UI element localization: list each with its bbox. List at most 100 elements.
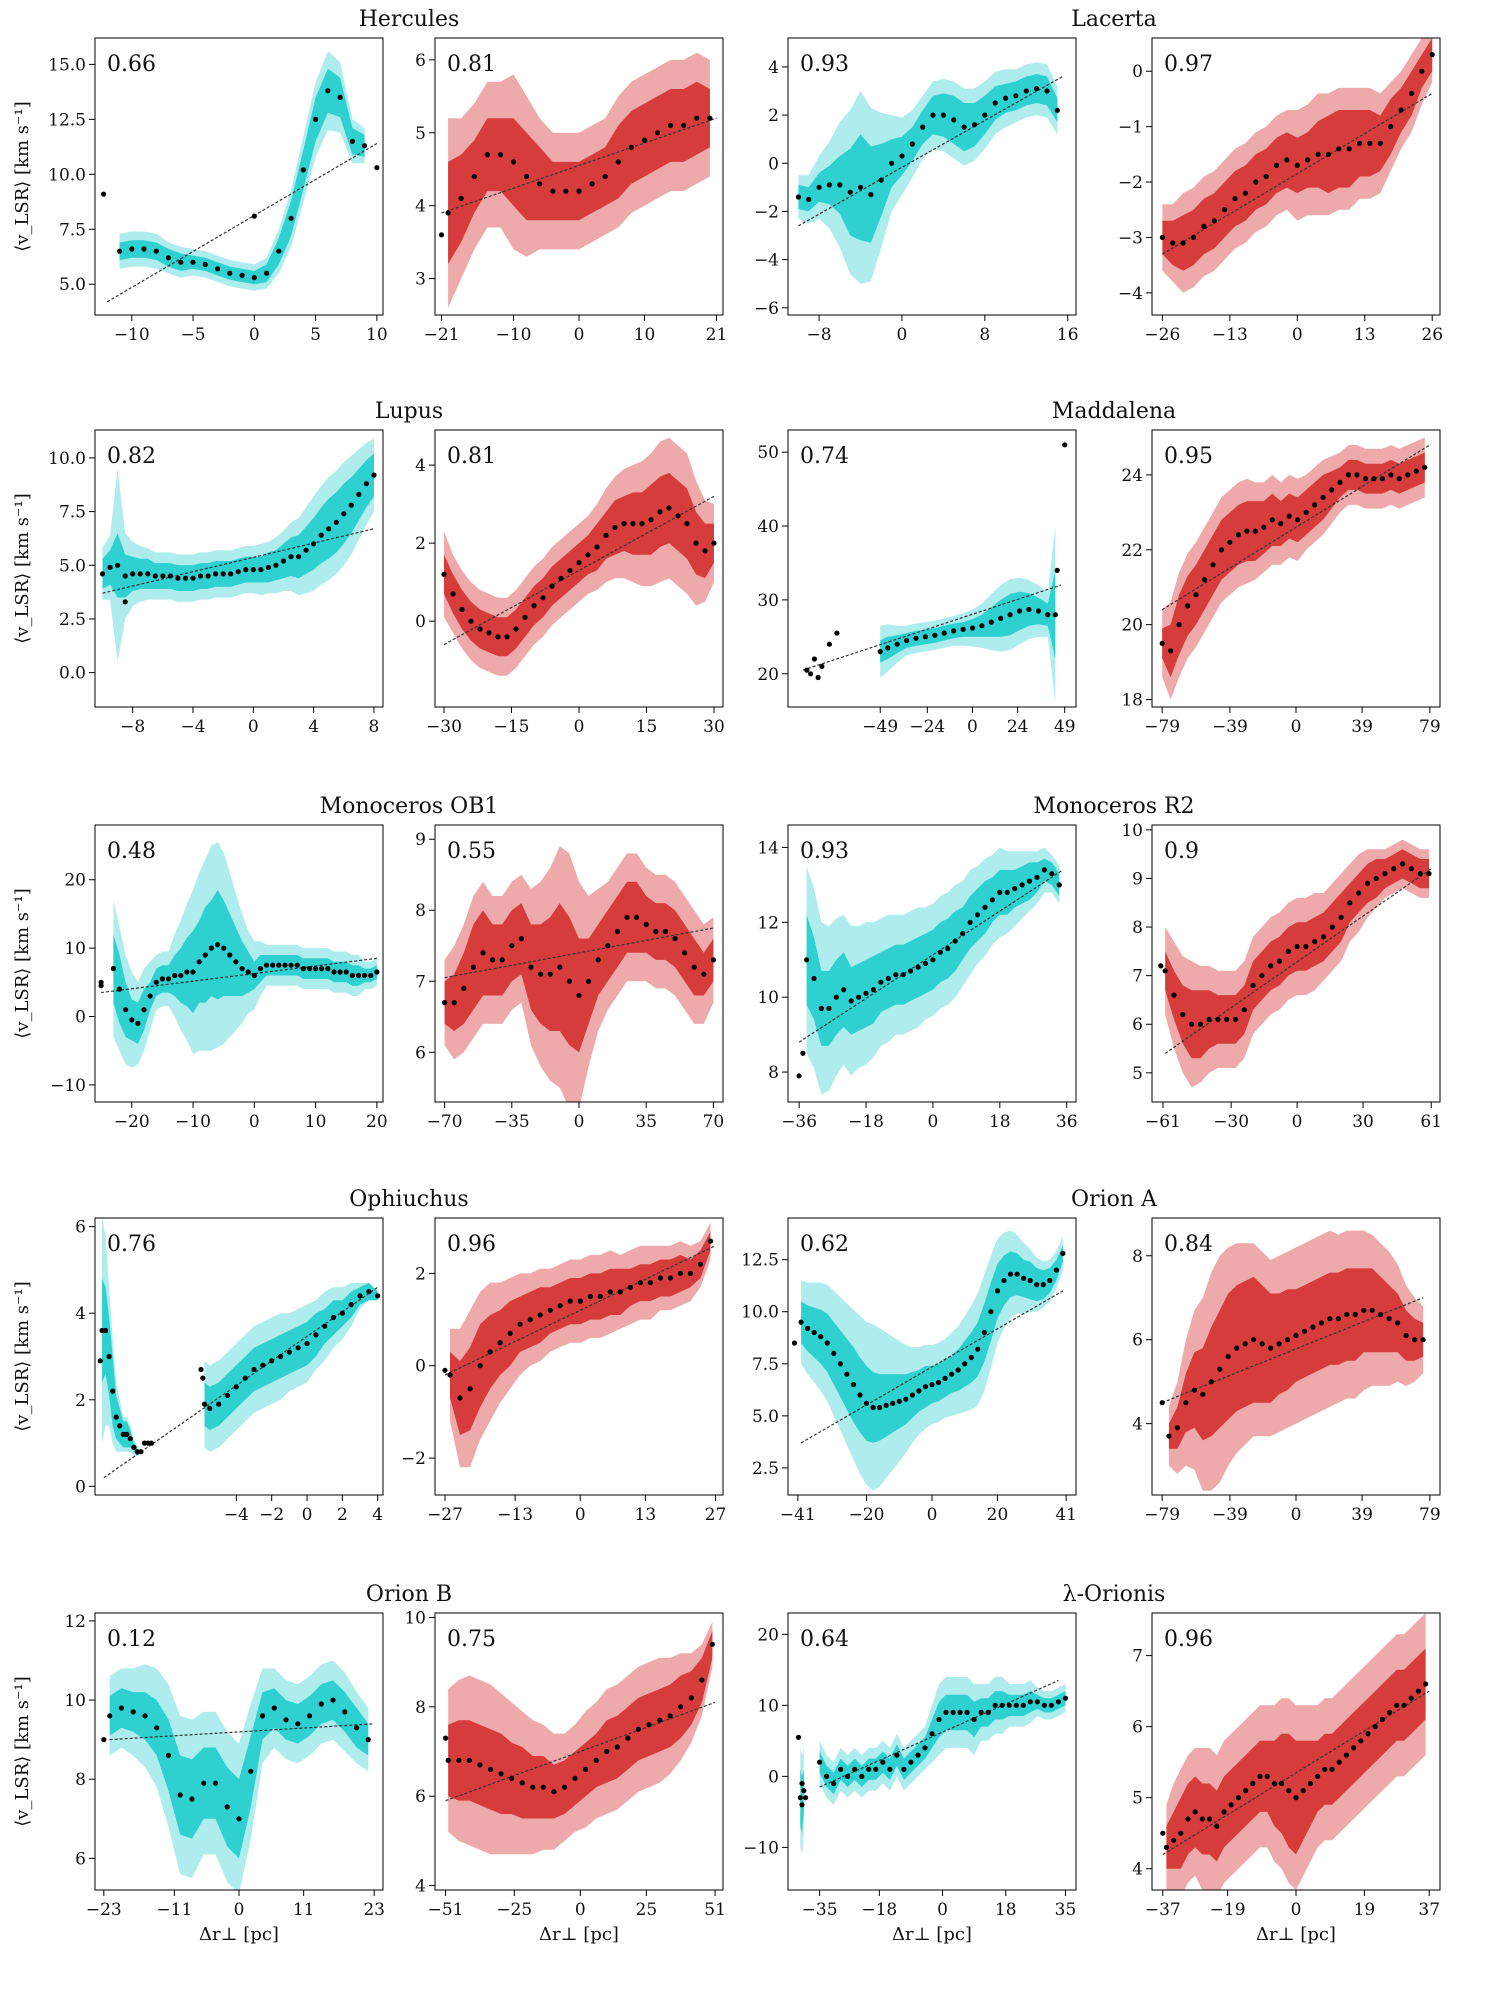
x-tick-label: 30	[1352, 1112, 1374, 1132]
plot-area	[1158, 839, 1432, 1088]
data-point	[1405, 472, 1411, 478]
data-point	[1336, 1759, 1342, 1765]
data-point	[235, 569, 241, 575]
data-point	[233, 1384, 239, 1390]
data-point	[145, 571, 151, 577]
data-point	[239, 272, 245, 278]
data-point	[815, 674, 821, 681]
band-inner	[1162, 38, 1433, 271]
data-point	[894, 1752, 900, 1758]
data-point	[974, 912, 981, 918]
data-point	[273, 562, 279, 568]
data-point	[1388, 124, 1394, 130]
data-point	[519, 1780, 525, 1786]
data-point	[952, 938, 958, 944]
y-tick-label: −1	[1118, 118, 1143, 138]
band-outer	[119, 51, 365, 291]
data-point	[366, 1289, 372, 1295]
data-point	[242, 1375, 248, 1381]
data-point	[1398, 107, 1404, 113]
band-inner	[109, 1680, 369, 1859]
data-point	[349, 972, 355, 979]
data-point	[1378, 1311, 1384, 1318]
data-point	[124, 1431, 130, 1437]
data-point	[1201, 223, 1207, 229]
data-point	[207, 1405, 213, 1411]
x-tick-label: 23	[363, 1900, 385, 1920]
data-point	[165, 1752, 172, 1759]
band-inner	[1168, 1268, 1424, 1449]
data-point	[1318, 1320, 1324, 1326]
data-point	[1201, 577, 1208, 583]
data-point	[1034, 86, 1040, 92]
data-point	[362, 972, 368, 979]
data-point	[325, 966, 331, 972]
data-point	[1221, 1809, 1227, 1815]
fit-line	[102, 528, 375, 594]
data-point	[130, 1709, 136, 1715]
data-point	[929, 1382, 935, 1388]
data-point	[920, 124, 926, 130]
data-point	[1016, 608, 1023, 614]
data-point	[549, 583, 555, 589]
data-point	[1372, 1724, 1378, 1730]
data-point	[248, 1768, 254, 1774]
data-point	[877, 649, 883, 655]
panel-lupus-cyan: −8 −4 0 4 8 0.0 2.5 5.0 7.5 10.0 0.82	[48, 429, 384, 737]
x-tick-label: 5	[310, 325, 321, 345]
data-point	[1315, 151, 1321, 157]
data-point	[296, 554, 302, 560]
x-tick-label: −21	[424, 325, 460, 345]
data-point	[522, 614, 528, 620]
y-tick-label: 40	[757, 517, 779, 537]
data-point	[688, 1695, 694, 1701]
data-point	[1225, 1353, 1231, 1360]
data-point	[300, 966, 306, 972]
data-point	[371, 472, 377, 478]
data-point	[904, 637, 910, 644]
y-tick-label: 30	[757, 591, 779, 611]
y-tick-label: 0	[1132, 62, 1143, 82]
data-point	[1263, 173, 1269, 180]
data-point	[357, 1293, 363, 1299]
data-point	[1373, 875, 1379, 882]
data-point	[1007, 1271, 1014, 1277]
plot-area	[1159, 1230, 1426, 1491]
data-point	[115, 562, 121, 568]
data-point	[857, 1392, 863, 1398]
data-point	[1001, 1277, 1007, 1284]
data-point	[701, 971, 707, 977]
x-tick-label: 0	[1292, 325, 1303, 345]
data-point	[98, 979, 104, 985]
x-tick-label: 24	[1007, 717, 1029, 737]
data-point	[697, 1261, 704, 1267]
data-point	[201, 1780, 207, 1786]
data-point	[1180, 1011, 1186, 1018]
data-point	[1019, 882, 1025, 888]
data-point	[943, 1709, 949, 1715]
x-tick-label: 70	[703, 1112, 725, 1132]
data-point	[1327, 1316, 1333, 1322]
x-tick-label: 11	[293, 1900, 315, 1920]
data-point	[468, 618, 474, 624]
band-inner	[801, 1245, 1063, 1443]
x-tick-label: 13	[635, 1505, 657, 1525]
correlation-value: 0.75	[447, 1627, 496, 1652]
data-point	[878, 979, 884, 985]
data-point	[1261, 524, 1267, 530]
x-tick-label: 13	[1354, 325, 1376, 345]
y-tick-label: 4	[1132, 1860, 1143, 1880]
data-point	[1257, 1773, 1263, 1779]
data-point	[800, 1050, 806, 1056]
data-point	[1343, 1752, 1349, 1758]
data-point	[550, 188, 556, 194]
data-point	[621, 521, 627, 527]
y-tick-label: 9	[1132, 869, 1143, 889]
data-point	[1336, 146, 1342, 152]
data-point	[196, 959, 202, 965]
data-point	[245, 969, 251, 975]
data-point	[138, 1449, 144, 1455]
data-point	[1023, 88, 1029, 94]
data-point	[1388, 472, 1394, 478]
y-tick-label: 12.5	[48, 110, 86, 130]
